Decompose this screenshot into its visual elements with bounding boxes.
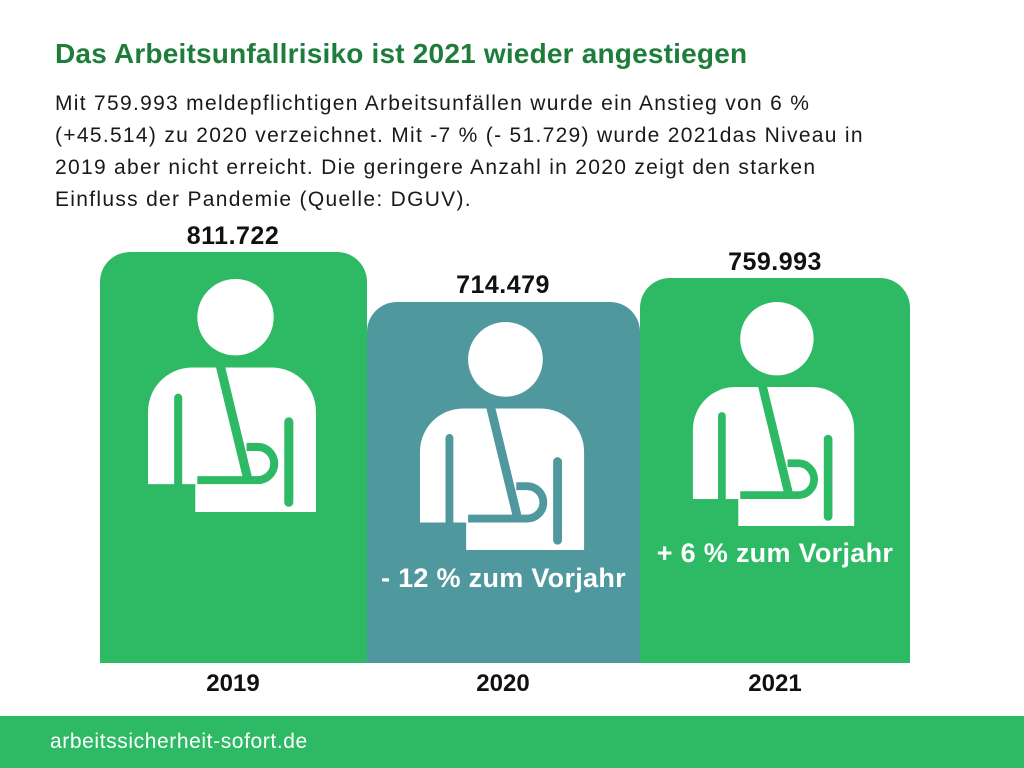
bar-2020: - 12 % zum Vorjahr: [367, 302, 640, 663]
value-label-2019: 811.722: [186, 222, 280, 250]
bar-2019: [100, 252, 367, 663]
year-label-2020: 2020: [476, 670, 530, 697]
intro-line: 2019 aber nicht erreicht. Die geringere …: [55, 156, 817, 179]
intro-line: Einfluss der Pandemie (Quelle: DGUV).: [55, 188, 472, 211]
bar-2021: + 6 % zum Vorjahr: [640, 278, 910, 663]
intro-text: Mit 759.993 meldepflichtigen Arbeitsunfä…: [55, 88, 864, 216]
year-label-2021: 2021: [748, 670, 802, 697]
value-label-2020: 714.479: [456, 271, 550, 299]
value-label-2021: 759.993: [728, 248, 822, 276]
page-title: Das Arbeitsunfallrisiko ist 2021 wieder …: [55, 38, 748, 69]
intro-line: Mit 759.993 meldepflichtigen Arbeitsunfä…: [55, 92, 811, 115]
delta-label-2020: - 12 % zum Vorjahr: [381, 563, 626, 593]
intro-line: (+45.514) zu 2020 verzeichnet. Mit -7 % …: [55, 124, 864, 147]
delta-label-2021: + 6 % zum Vorjahr: [656, 538, 894, 568]
site-url: arbeitssicherheit-sofort.de: [50, 730, 308, 753]
injured-person-arm-sling-icon: [417, 322, 585, 551]
footer-bar: arbeitssicherheit-sofort.de: [0, 716, 1024, 768]
year-label-2019: 2019: [206, 670, 260, 697]
injured-person-arm-sling-icon: [145, 279, 316, 513]
injured-person-arm-sling-icon: [690, 302, 855, 527]
